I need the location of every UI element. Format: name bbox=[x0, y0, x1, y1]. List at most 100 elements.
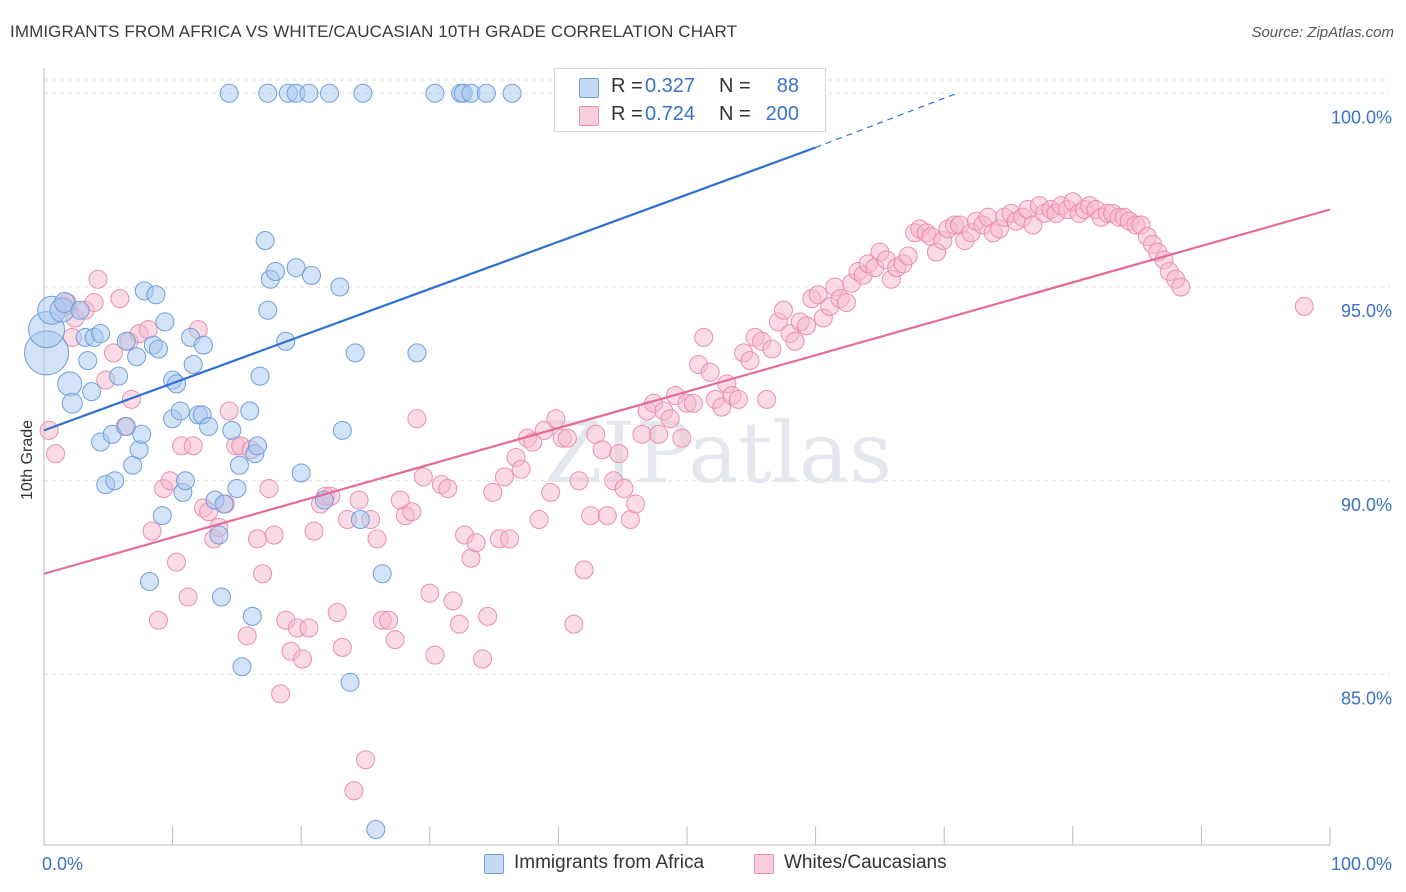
data-point-whites bbox=[700, 362, 720, 382]
data-point-africa bbox=[425, 83, 445, 103]
data-point-whites bbox=[148, 610, 168, 630]
data-point-whites bbox=[304, 521, 324, 541]
data-point-africa bbox=[301, 265, 321, 285]
data-point-whites bbox=[592, 440, 612, 460]
data-point-africa bbox=[209, 525, 229, 545]
data-point-africa bbox=[258, 83, 278, 103]
data-point-africa bbox=[129, 440, 149, 460]
data-point-africa bbox=[152, 506, 172, 526]
tick-labels: 85.0% 90.0% 95.0% 100.0% 0.0% 100.0% bbox=[42, 107, 1392, 874]
data-point-africa bbox=[116, 417, 136, 436]
legend-r-label: R = bbox=[611, 103, 643, 125]
data-point-africa bbox=[78, 351, 98, 371]
data-point-africa bbox=[366, 820, 386, 839]
data-point-whites bbox=[327, 603, 347, 622]
data-point-whites bbox=[574, 560, 594, 580]
chart-title: IMMIGRANTS FROM AFRICA VS WHITE/CAUCASIA… bbox=[10, 22, 738, 41]
data-point-whites bbox=[494, 467, 514, 487]
legend-swatch-pink bbox=[754, 854, 774, 874]
y-tick-label: 90.0% bbox=[1341, 495, 1392, 515]
legend-r-label: R = bbox=[611, 75, 643, 97]
data-point-whites bbox=[626, 494, 646, 514]
legend-n-label: N = bbox=[719, 75, 751, 97]
data-point-africa bbox=[57, 371, 83, 397]
data-point-whites bbox=[344, 781, 364, 801]
y-axis-label: 10th Grade bbox=[19, 420, 36, 500]
data-point-africa bbox=[407, 343, 427, 363]
data-point-africa bbox=[255, 231, 275, 250]
trend-line-whites bbox=[43, 208, 1331, 575]
data-point-africa bbox=[286, 258, 306, 278]
data-point-whites bbox=[478, 606, 498, 626]
series-whites-caucasians bbox=[39, 192, 1314, 801]
data-point-whites bbox=[166, 552, 186, 572]
data-point-whites bbox=[683, 393, 703, 413]
data-point-whites bbox=[836, 293, 856, 312]
data-point-whites bbox=[541, 482, 561, 502]
legend-label-africa: Immigrants from Africa bbox=[514, 852, 705, 873]
data-point-whites bbox=[466, 533, 486, 553]
data-point-whites bbox=[797, 316, 817, 336]
data-point-africa bbox=[372, 564, 392, 584]
data-point-whites bbox=[349, 490, 369, 510]
data-point-whites bbox=[46, 444, 66, 464]
data-point-whites bbox=[264, 525, 284, 545]
data-point-africa bbox=[345, 343, 365, 363]
data-point-whites bbox=[438, 479, 458, 498]
data-point-whites bbox=[332, 637, 352, 657]
stats-legend: R = 0.327 N = 88 R = 0.724 N = 200 bbox=[554, 68, 826, 132]
legend-r-value: 0.327 bbox=[645, 75, 696, 97]
data-point-africa bbox=[148, 339, 168, 359]
data-point-whites bbox=[757, 389, 777, 409]
source-label: Source: ZipAtlas.com bbox=[1251, 24, 1394, 41]
y-tick-label: 85.0% bbox=[1341, 689, 1392, 709]
data-point-whites bbox=[632, 424, 652, 444]
data-point-africa bbox=[502, 83, 522, 103]
data-point-africa bbox=[116, 331, 136, 351]
data-point-whites bbox=[142, 521, 162, 541]
data-point-whites bbox=[649, 424, 669, 444]
data-point-africa bbox=[319, 83, 339, 103]
data-point-whites bbox=[581, 506, 601, 526]
data-point-whites bbox=[511, 459, 531, 479]
data-point-whites bbox=[110, 289, 130, 309]
legend-swatch-blue bbox=[484, 854, 504, 874]
data-point-whites bbox=[88, 269, 108, 289]
data-point-whites bbox=[39, 420, 59, 440]
legend-swatch-blue bbox=[579, 78, 599, 98]
data-point-africa bbox=[109, 366, 129, 386]
data-point-africa bbox=[232, 657, 252, 677]
legend-n-value: 88 bbox=[776, 75, 799, 97]
data-point-whites bbox=[898, 246, 918, 266]
data-point-whites bbox=[425, 645, 445, 665]
data-point-whites bbox=[259, 479, 279, 498]
data-point-africa bbox=[105, 471, 125, 491]
data-point-africa bbox=[265, 262, 285, 281]
series-legend: Immigrants from Africa Whites/Caucasians bbox=[0, 852, 1406, 878]
data-point-whites bbox=[785, 331, 805, 351]
data-point-whites bbox=[449, 614, 469, 634]
data-point-whites bbox=[385, 630, 405, 650]
data-point-africa bbox=[227, 479, 247, 498]
data-point-africa bbox=[82, 382, 102, 402]
legend-row-whites: R = 0.724 N = 200 bbox=[555, 100, 825, 130]
data-point-whites bbox=[356, 750, 375, 770]
data-point-africa bbox=[199, 417, 219, 436]
data-point-africa bbox=[139, 572, 159, 591]
data-point-whites bbox=[529, 510, 549, 529]
data-point-whites bbox=[808, 285, 828, 305]
data-point-whites bbox=[420, 583, 440, 603]
data-point-whites bbox=[1294, 296, 1314, 316]
trend-lines bbox=[43, 92, 1331, 575]
data-point-whites bbox=[740, 351, 760, 371]
data-point-whites bbox=[443, 591, 463, 611]
data-point-whites bbox=[237, 626, 257, 646]
data-point-africa bbox=[229, 455, 249, 475]
data-point-africa bbox=[476, 83, 496, 103]
data-point-africa bbox=[242, 606, 262, 626]
data-point-africa bbox=[353, 83, 373, 103]
data-point-whites bbox=[379, 610, 399, 630]
data-point-whites bbox=[407, 409, 427, 429]
data-point-africa bbox=[258, 300, 278, 320]
